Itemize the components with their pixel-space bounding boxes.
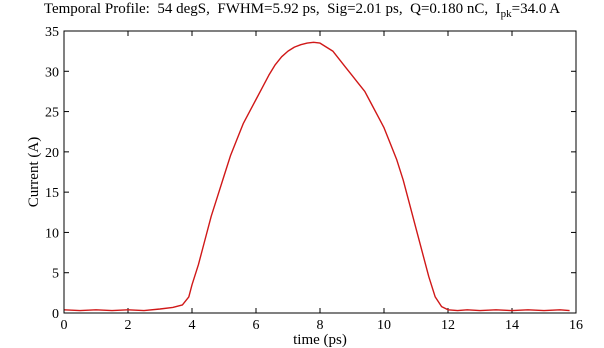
y-axis-label: Current (A) <box>26 137 42 207</box>
axis-ticks: 0 2 4 6 8 10 12 14 16 0 5 10 15 20 25 30 35 <box>45 25 583 333</box>
x-tick-label: 6 <box>253 318 260 333</box>
y-tick-label: 35 <box>45 25 59 40</box>
plot-frame <box>63 30 577 314</box>
series-line-0 <box>63 41 570 312</box>
y-tick-label: 10 <box>45 226 59 241</box>
x-tick-label: 12 <box>441 318 455 333</box>
x-tick-label: 14 <box>505 318 519 333</box>
y-tick-label: 20 <box>45 146 59 161</box>
x-tick-label: 4 <box>189 318 196 333</box>
x-tick-label: 0 <box>61 318 68 333</box>
x-axis-label: time (ps) <box>293 332 347 348</box>
x-tick-label: 16 <box>569 318 583 333</box>
x-tick-label: 10 <box>377 318 391 333</box>
y-tick-label: 30 <box>45 65 59 80</box>
y-tick-label: 25 <box>45 106 59 121</box>
y-tick-label: 15 <box>45 186 59 201</box>
chart-title: Temporal Profile: 54 degS, FWHM=5.92 ps,… <box>43 1 561 20</box>
series-layer <box>63 41 570 312</box>
y-tick-label: 0 <box>52 307 59 322</box>
x-tick-label: 2 <box>125 318 132 333</box>
y-tick-label: 5 <box>52 267 59 282</box>
x-tick-label: 8 <box>317 318 324 333</box>
